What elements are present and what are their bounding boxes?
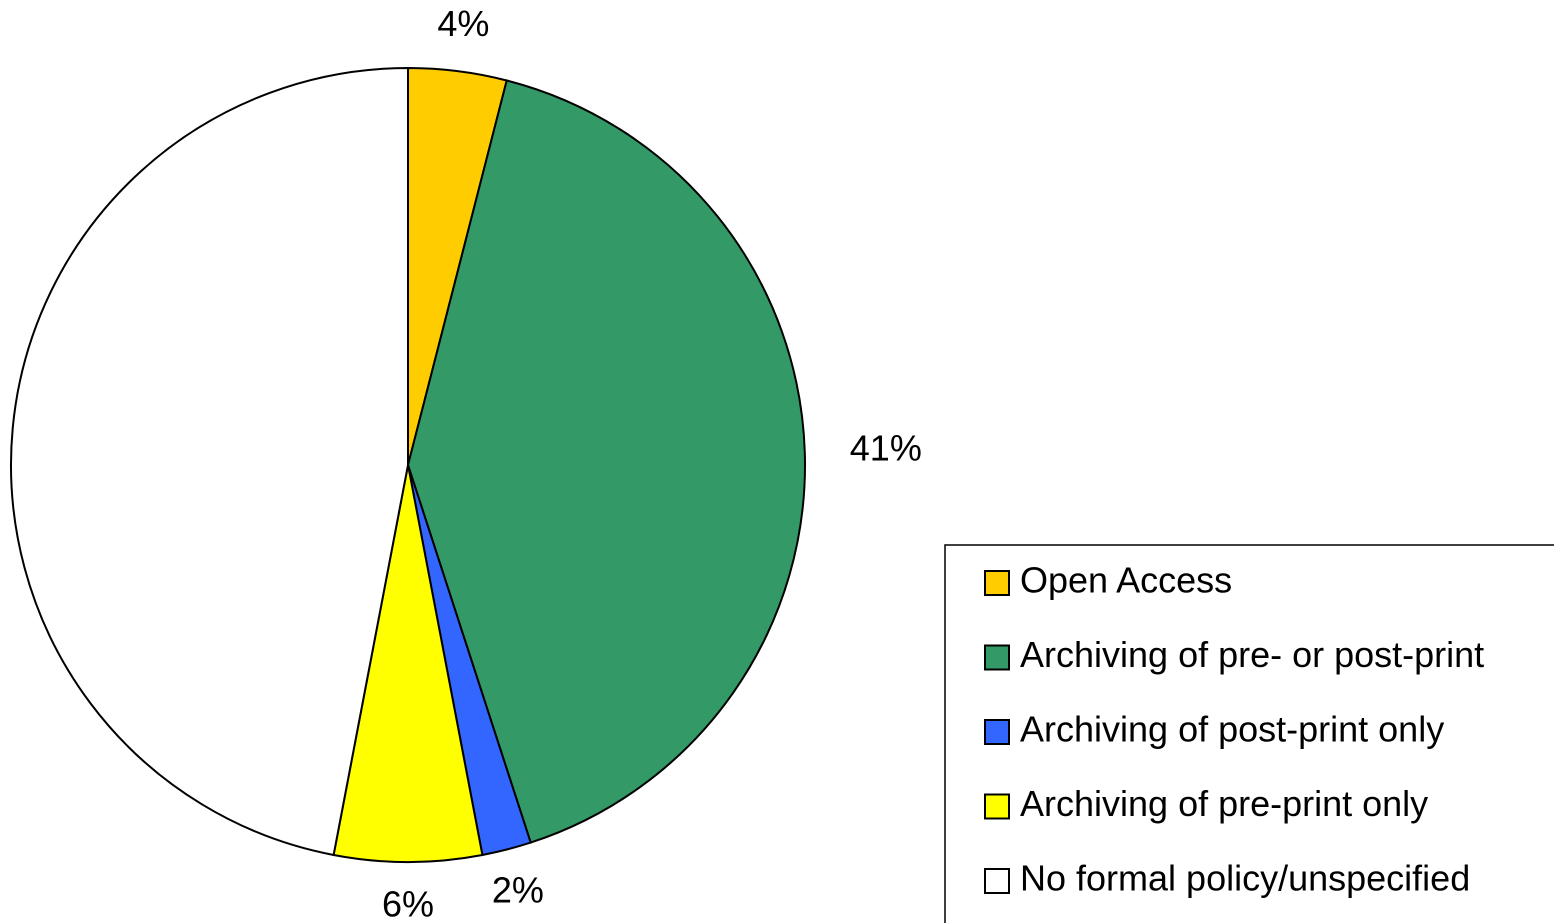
pie-slice	[332, 464, 484, 863]
legend-swatch	[984, 644, 1010, 671]
legend-label: Archiving of post-print only	[1020, 709, 1444, 750]
data-label: 4%	[437, 3, 489, 44]
pie-slice	[10, 66, 409, 857]
legend-label: Archiving of pre-print only	[1020, 783, 1428, 824]
legend-box	[944, 544, 1554, 923]
pie-slice	[406, 79, 806, 844]
data-label: 2%	[492, 870, 544, 911]
legend-label: Open Access	[1020, 560, 1232, 601]
legend-swatch	[984, 570, 1010, 596]
legend-swatch	[984, 719, 1010, 745]
data-label: 6%	[382, 884, 434, 923]
data-label: 41%	[850, 428, 922, 469]
legend-label: Archiving of pre- or post-print	[1020, 634, 1484, 675]
legend-label: No formal policy/unspecified	[1020, 858, 1470, 899]
legend-swatch	[984, 793, 1010, 820]
legend-swatch	[984, 868, 1010, 894]
